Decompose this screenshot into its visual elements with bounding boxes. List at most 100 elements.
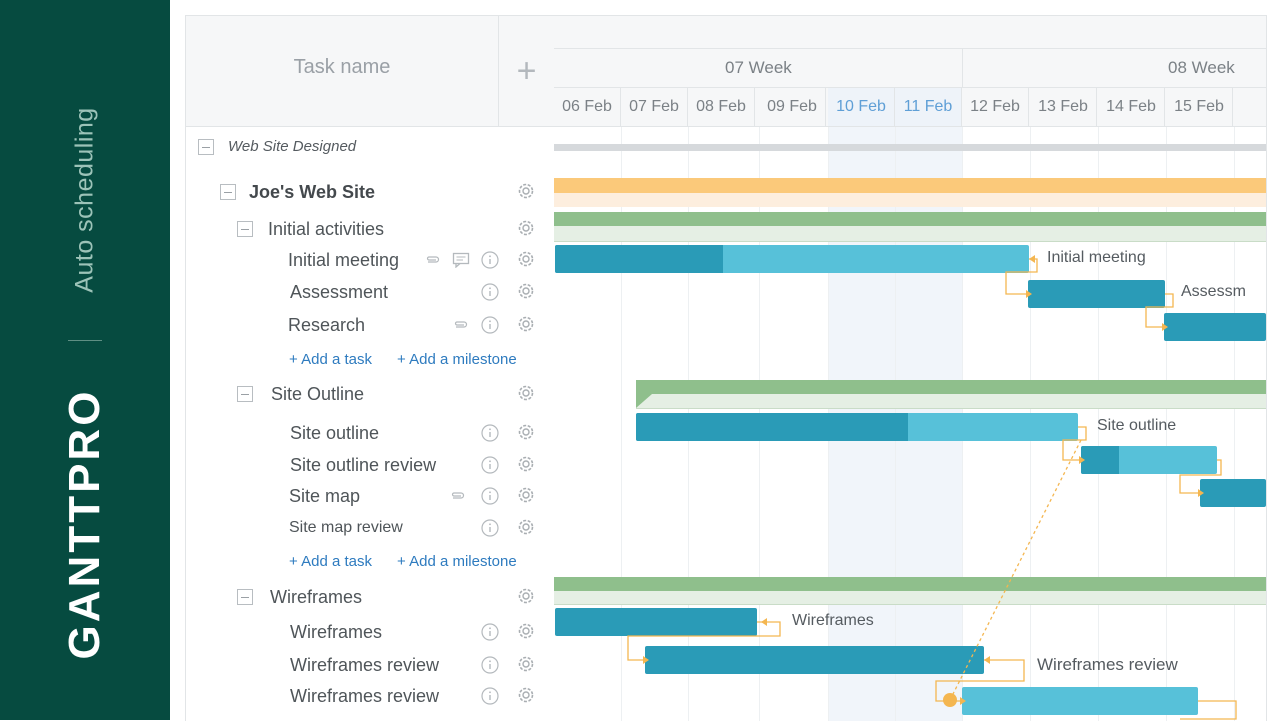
gear-icon[interactable] xyxy=(516,383,536,403)
gear-icon[interactable] xyxy=(516,281,536,301)
add-column-button[interactable]: + xyxy=(498,16,554,126)
info-icon[interactable] xyxy=(481,656,499,674)
group-summary-bar[interactable] xyxy=(554,577,1266,591)
collapse-icon[interactable] xyxy=(237,386,253,402)
task-row-site[interactable]: Joe's Web Site xyxy=(186,177,554,207)
task-row[interactable]: Wireframes review xyxy=(186,650,554,680)
collapse-icon[interactable] xyxy=(237,589,253,605)
bar-label: Wireframes xyxy=(792,612,874,629)
group-summary-bar[interactable] xyxy=(636,380,1266,410)
timeline: 07 Week 08 Week 06 Feb 07 Feb 08 Feb 09 … xyxy=(554,16,1266,721)
group-summary-shadow xyxy=(554,591,1266,605)
task-row[interactable]: Assessment xyxy=(186,277,554,307)
task-label: Wireframes review xyxy=(290,686,440,706)
gear-icon[interactable] xyxy=(516,314,536,334)
task-row-group[interactable]: Wireframes xyxy=(186,582,554,612)
task-row-group[interactable]: Site Outline xyxy=(186,379,554,409)
task-name-column-header[interactable]: Task name xyxy=(293,56,391,78)
comment-icon[interactable] xyxy=(452,252,470,268)
collapse-icon[interactable] xyxy=(198,139,214,155)
grid-column-line xyxy=(1234,127,1235,721)
day-label: 07 Feb xyxy=(621,88,688,126)
collapse-icon[interactable] xyxy=(237,221,253,237)
task-row[interactable]: Wireframes review xyxy=(186,681,554,711)
add-milestone-link[interactable]: + Add a milestone xyxy=(397,553,517,570)
site-summary-shadow xyxy=(554,193,1266,207)
day-label: 06 Feb xyxy=(554,88,621,126)
task-bar[interactable] xyxy=(555,608,757,636)
task-label: Wireframes xyxy=(270,587,363,607)
task-row[interactable]: Initial meeting xyxy=(186,245,554,275)
add-milestone-link[interactable]: + Add a milestone xyxy=(397,351,517,368)
collapse-icon[interactable] xyxy=(220,184,236,200)
info-icon[interactable] xyxy=(481,283,499,301)
task-row-group[interactable]: Initial activities xyxy=(186,214,554,244)
task-row[interactable]: Site outline xyxy=(186,418,554,448)
arrow-head xyxy=(984,656,990,664)
brand-logo: GANTTPRO xyxy=(60,388,109,660)
group-summary-bar[interactable] xyxy=(554,212,1266,226)
gear-icon[interactable] xyxy=(516,181,536,201)
task-label: Site map review xyxy=(289,519,403,536)
info-icon[interactable] xyxy=(481,519,499,537)
paperclip-icon[interactable] xyxy=(425,254,441,266)
gear-icon[interactable] xyxy=(516,685,536,705)
task-label: Initial activities xyxy=(268,219,385,239)
timeline-days: 06 Feb 07 Feb 08 Feb 09 Feb 10 Feb 11 Fe… xyxy=(554,88,1266,127)
bar-label: Wireframes review xyxy=(1037,655,1178,674)
task-row[interactable]: Site map xyxy=(186,481,554,511)
timeline-top-strip xyxy=(554,16,1266,49)
info-icon[interactable] xyxy=(481,316,499,334)
gear-icon[interactable] xyxy=(516,454,536,474)
info-icon[interactable] xyxy=(481,623,499,641)
task-row[interactable]: Wireframes xyxy=(186,617,554,647)
week-label: 08 Week xyxy=(1168,58,1235,77)
gear-icon[interactable] xyxy=(516,654,536,674)
task-label: Wireframes xyxy=(290,622,383,642)
bar-label: Assessm xyxy=(1181,283,1246,300)
info-icon[interactable] xyxy=(481,424,499,442)
gear-icon[interactable] xyxy=(516,422,536,442)
week-label: 07 Week xyxy=(725,58,792,77)
task-bar[interactable] xyxy=(1200,479,1266,507)
add-task-link[interactable]: + Add a task xyxy=(289,553,372,570)
info-icon[interactable] xyxy=(481,456,499,474)
day-label-weekend: 11 Feb xyxy=(895,88,962,126)
task-row[interactable]: Research xyxy=(186,310,554,340)
task-label: Joe's Web Site xyxy=(249,182,375,202)
add-task-link[interactable]: + Add a task xyxy=(289,351,372,368)
task-bar-progress xyxy=(555,245,723,273)
paperclip-icon[interactable] xyxy=(450,490,466,502)
paperclip-icon[interactable] xyxy=(453,319,469,331)
task-bar[interactable] xyxy=(1028,280,1165,308)
day-label: 08 Feb xyxy=(688,88,755,126)
bar-label: Initial meeting xyxy=(1047,249,1146,266)
task-label: Site outline xyxy=(290,423,380,443)
gear-icon[interactable] xyxy=(516,586,536,606)
day-label-weekend: 10 Feb xyxy=(828,88,895,126)
info-icon[interactable] xyxy=(481,487,499,505)
task-row[interactable]: Site outline review xyxy=(186,450,554,480)
timeline-weeks: 07 Week 08 Week xyxy=(554,49,1266,88)
info-icon[interactable] xyxy=(481,687,499,705)
info-icon[interactable] xyxy=(481,251,499,269)
project-summary-bar[interactable] xyxy=(554,144,1266,151)
gear-icon[interactable] xyxy=(516,218,536,238)
task-label: Web Site Designed xyxy=(228,138,357,155)
grid-column-line xyxy=(621,127,622,721)
gear-icon[interactable] xyxy=(516,485,536,505)
task-row[interactable]: Site map review xyxy=(186,513,554,543)
task-bar[interactable] xyxy=(1164,313,1266,341)
gear-icon[interactable] xyxy=(516,517,536,537)
task-label: Wireframes review xyxy=(290,655,440,675)
day-label: 13 Feb xyxy=(1030,88,1097,126)
task-bar[interactable] xyxy=(645,646,984,674)
task-label: Site Outline xyxy=(271,384,365,404)
gear-icon[interactable] xyxy=(516,249,536,269)
task-bar[interactable] xyxy=(962,687,1198,715)
task-label: Site map xyxy=(289,486,361,506)
site-summary-bar[interactable] xyxy=(554,178,1266,193)
task-row-project[interactable]: Web Site Designed xyxy=(186,132,554,162)
gear-icon[interactable] xyxy=(516,621,536,641)
task-bar-progress xyxy=(636,413,908,441)
